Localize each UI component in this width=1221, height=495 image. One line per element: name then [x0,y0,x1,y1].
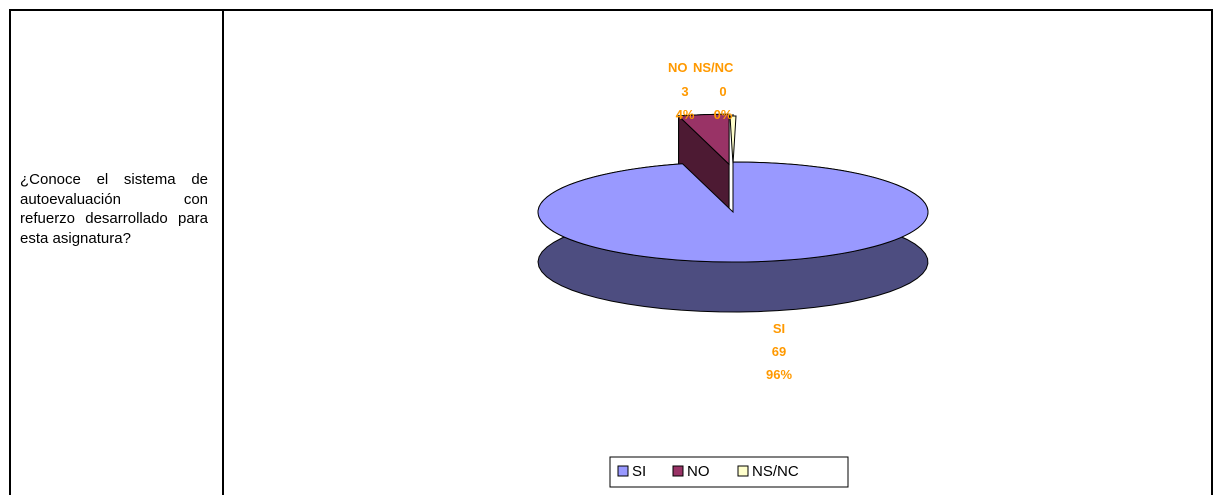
legend-label: NO [687,463,710,480]
question-text: ¿Conoce el sistema de autoevaluación con… [20,171,208,247]
data-label-percent: 96% [766,367,792,382]
data-label-percent: 0% [714,107,733,122]
legend-swatch [617,465,629,477]
legend-label: SI [632,463,646,480]
data-label-percent: 4% [676,107,695,122]
table-border [9,9,1213,11]
legend-swatch [737,465,749,477]
legend-label: NS/NC [752,463,799,480]
data-label-value: 69 [772,344,786,359]
table-border [222,9,224,495]
pie-slice [729,115,737,165]
data-label-value: 3 [681,84,688,99]
table-border [9,9,11,495]
legend-box [609,456,849,488]
legend-swatch [672,465,684,477]
pie-slice [677,113,730,166]
table-border [1211,9,1213,495]
data-label-name: NO [668,60,688,75]
pie-slice [537,161,929,263]
data-label-name: NS/NC [693,60,734,75]
data-label-name: SI [773,321,785,336]
data-label-value: 0 [719,84,726,99]
